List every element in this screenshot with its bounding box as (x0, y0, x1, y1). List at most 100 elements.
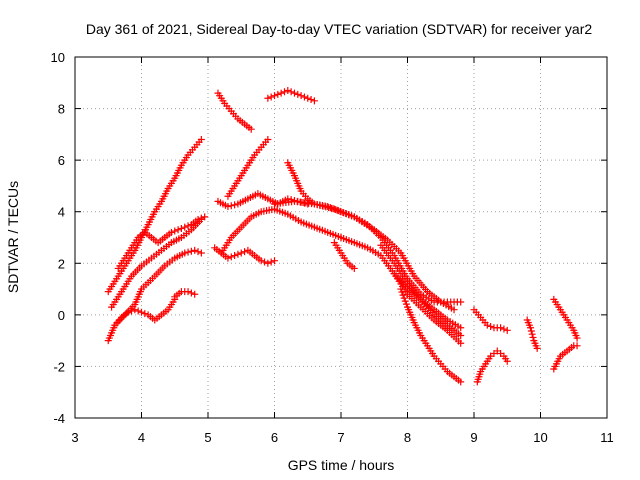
data-point (497, 324, 505, 332)
y-tick-labels: -4 -2 0 2 4 6 8 10 (51, 50, 65, 426)
data-point (529, 333, 537, 341)
y-tick-label: -2 (53, 359, 65, 374)
x-tick-label: 4 (138, 430, 145, 445)
series-arc9 (217, 205, 345, 257)
data-point (503, 357, 511, 365)
data-point (284, 195, 292, 203)
y-tick-label: 10 (51, 50, 65, 65)
series-arc5 (114, 213, 209, 272)
series-arc17 (397, 285, 465, 386)
y-tick-label: 6 (58, 153, 65, 168)
data-point (197, 214, 205, 222)
data-point (264, 136, 272, 144)
data-point (457, 331, 465, 339)
data-point (247, 125, 255, 133)
series-arc7 (214, 89, 255, 133)
data-point (284, 87, 292, 95)
x-tick-label: 11 (600, 430, 614, 445)
y-tick-label: 0 (58, 308, 65, 323)
series-arc4 (111, 295, 179, 329)
series-arc19 (330, 239, 358, 272)
data-point (487, 322, 495, 330)
series-arc2 (108, 215, 205, 311)
data-point (224, 254, 232, 262)
data-point (257, 257, 265, 265)
data-point (231, 201, 239, 209)
data-point (274, 90, 282, 98)
y-tick-label: 2 (58, 256, 65, 271)
plot-frame (74, 56, 608, 419)
axis-ticks (74, 56, 608, 419)
data-point (307, 96, 315, 104)
data-point (131, 306, 139, 314)
data-point (457, 339, 465, 347)
data-point (187, 247, 195, 255)
data-point (174, 226, 182, 234)
data-point (450, 306, 458, 314)
data-point (290, 89, 298, 97)
y-tick-label: 8 (58, 102, 65, 117)
data-point (191, 290, 199, 298)
data-point (287, 88, 295, 96)
x-tick-label: 6 (271, 430, 278, 445)
data-point (457, 298, 465, 306)
series-arc18 (390, 270, 465, 347)
series-arc3 (104, 246, 205, 345)
data-point (197, 136, 205, 144)
series-arc20 (470, 306, 511, 334)
data-point (181, 249, 189, 257)
data-point (124, 308, 132, 316)
data-point (197, 249, 205, 257)
x-tick-label: 10 (533, 430, 547, 445)
data-point (294, 90, 302, 98)
x-tick-label: 7 (337, 430, 344, 445)
x-tick-label: 8 (404, 430, 411, 445)
data-point (271, 257, 278, 265)
series-arc10 (224, 136, 272, 200)
data-point (573, 342, 581, 350)
data-point (194, 215, 202, 223)
data-point (527, 324, 535, 332)
data-point (261, 258, 269, 266)
data-point (171, 227, 179, 235)
data-point (503, 326, 511, 334)
data-point (297, 92, 305, 100)
data-point (227, 202, 235, 210)
data-point (402, 300, 410, 308)
data-point (527, 327, 535, 335)
x-axis-label: GPS time / hours (288, 457, 395, 473)
series-arc11 (211, 244, 278, 267)
data-point (177, 224, 185, 232)
data-point (184, 222, 192, 230)
data-point (128, 307, 136, 315)
data-point (201, 213, 209, 221)
data-point (457, 324, 465, 332)
data-point (184, 248, 192, 256)
x-tick-labels: 3 4 5 6 7 8 9 10 11 (71, 430, 613, 445)
data-point (187, 289, 195, 297)
data-point (264, 94, 272, 102)
series-arc23 (550, 295, 581, 342)
data-point (401, 297, 409, 305)
data-point (310, 97, 318, 105)
series-arc12 (264, 87, 318, 105)
data-point (134, 307, 142, 315)
series-arc21 (473, 347, 511, 386)
series-arc24 (550, 342, 581, 373)
x-tick-label: 5 (204, 430, 211, 445)
data-point (533, 344, 541, 352)
data-point (400, 294, 408, 302)
data-point (267, 93, 275, 101)
grid-lines (75, 57, 607, 418)
data-point (181, 223, 189, 231)
data-point (267, 258, 275, 266)
series-arc6 (171, 288, 199, 301)
data-point (277, 89, 285, 97)
data-point (350, 264, 358, 272)
y-axis-label: SDTVAR / TECUs (5, 181, 21, 293)
data-point (138, 308, 145, 316)
data-point (304, 94, 312, 102)
data-point (194, 248, 202, 256)
data-point (141, 310, 149, 318)
